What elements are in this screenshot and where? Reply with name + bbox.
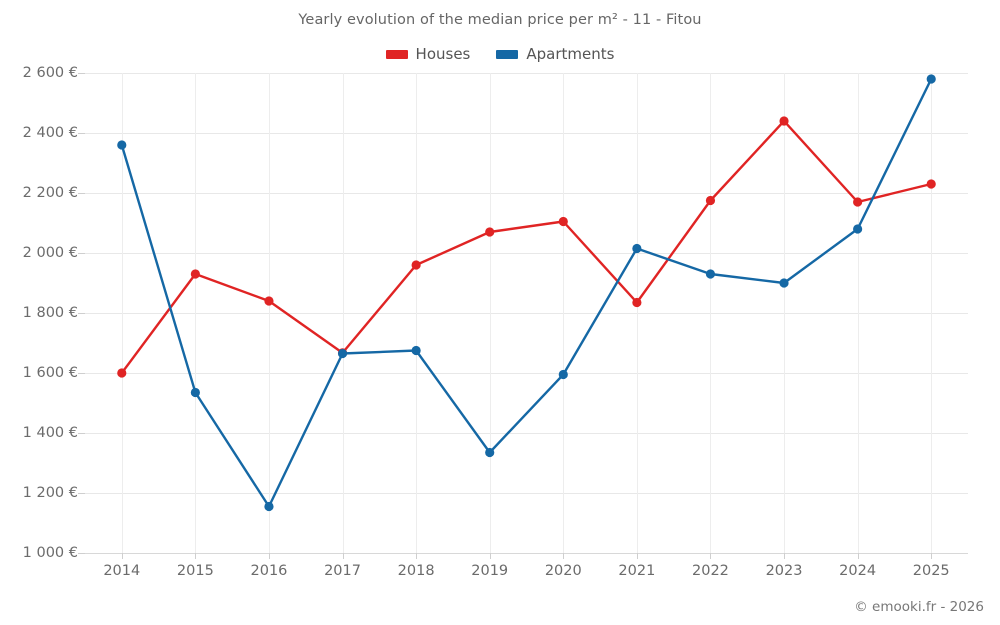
x-axis-tick-mark [121,553,123,559]
gridline-vertical [857,73,859,553]
plot-area [85,73,968,554]
gridline-vertical [121,73,123,553]
y-axis-tick-mark [78,193,85,194]
x-axis-tick-mark [784,553,786,559]
gridline-vertical [710,73,712,553]
x-axis-tick-label: 2019 [471,563,509,579]
gridline-vertical [342,73,344,553]
x-axis-tick-label: 2024 [839,563,877,579]
y-axis-tick-mark [78,493,85,494]
x-axis-tick-mark [931,553,933,559]
x-axis-tick-label: 2018 [397,563,435,579]
y-axis-labels: 2 600 € 2 400 € 2 200 € 2 000 € 1 800 € 1 600… [0,0,78,625]
chart-legend: Houses Apartments [0,45,1000,63]
x-axis-tick-label: 2015 [176,563,214,579]
y-axis-tick-label: 2 200 € [22,185,78,201]
x-axis-tick-label: 2017 [324,563,361,579]
gridline-horizontal [85,313,968,314]
y-axis-tick-mark [78,73,85,74]
legend-swatch-houses [385,49,408,59]
x-axis-tick-label: 2025 [912,563,950,579]
y-axis-tick-label: 2 400 € [22,125,78,141]
x-axis-tick-label: 2022 [692,563,729,579]
gridline-horizontal [85,253,968,254]
legend-item-apartments[interactable]: Apartments [496,45,614,63]
legend-label-apartments: Apartments [526,45,615,63]
y-axis-tick-mark [78,553,85,554]
y-axis-tick-label: 1 000 € [22,545,78,561]
y-axis-tick-label: 2 600 € [22,65,78,81]
y-axis-tick-mark [78,433,85,434]
x-axis-tick-mark [857,553,859,559]
chart-title: Yearly evolution of the median price per… [298,12,702,28]
y-axis-tick-label: 1 200 € [22,485,78,501]
y-axis-tick-mark [78,253,85,254]
y-axis-tick-label: 1 400 € [22,425,78,441]
legend-label-houses: Houses [415,45,471,63]
gridline-horizontal [85,193,968,194]
gridline-vertical [931,73,933,553]
x-axis-tick-mark [342,553,344,559]
x-axis-tick-mark [416,553,418,559]
x-axis-tick-label: 2020 [544,563,582,579]
gridline-vertical [563,73,565,553]
x-axis-tick-mark [489,553,491,559]
gridline-vertical [489,73,491,553]
x-axis-line [85,553,968,554]
x-axis-tick-label: 2023 [765,563,803,579]
gridline-horizontal [85,433,968,434]
x-axis-tick-mark [636,553,638,559]
gridline-vertical [784,73,786,553]
x-axis-tick-label: 2016 [250,563,288,579]
gridline-vertical [416,73,418,553]
y-axis-tick-mark [78,373,85,374]
x-axis-tick-mark [195,553,197,559]
y-axis-tick-mark [78,133,85,134]
x-axis-tick-label: 2021 [618,563,656,579]
y-axis-tick-label: 1 600 € [22,365,78,381]
legend-swatch-apartments [496,49,519,59]
y-axis-tick-mark [78,313,85,314]
gridline-horizontal [85,73,968,74]
footer-credit: © emooki.fr - 2026 [854,599,984,615]
x-axis-tick-mark [563,553,565,559]
gridline-vertical [636,73,638,553]
legend-item-houses[interactable]: Houses [385,45,471,63]
x-axis-tick-label: 2014 [103,563,141,579]
gridline-horizontal [85,373,968,374]
gridline-horizontal [85,493,968,494]
x-axis-tick-mark [268,553,270,559]
gridline-horizontal [85,133,968,134]
y-axis-tick-label: 1 800 € [22,305,78,321]
y-axis-tick-label: 2 000 € [22,245,78,261]
gridline-vertical [268,73,270,553]
x-axis-tick-mark [710,553,712,559]
gridline-vertical [195,73,197,553]
